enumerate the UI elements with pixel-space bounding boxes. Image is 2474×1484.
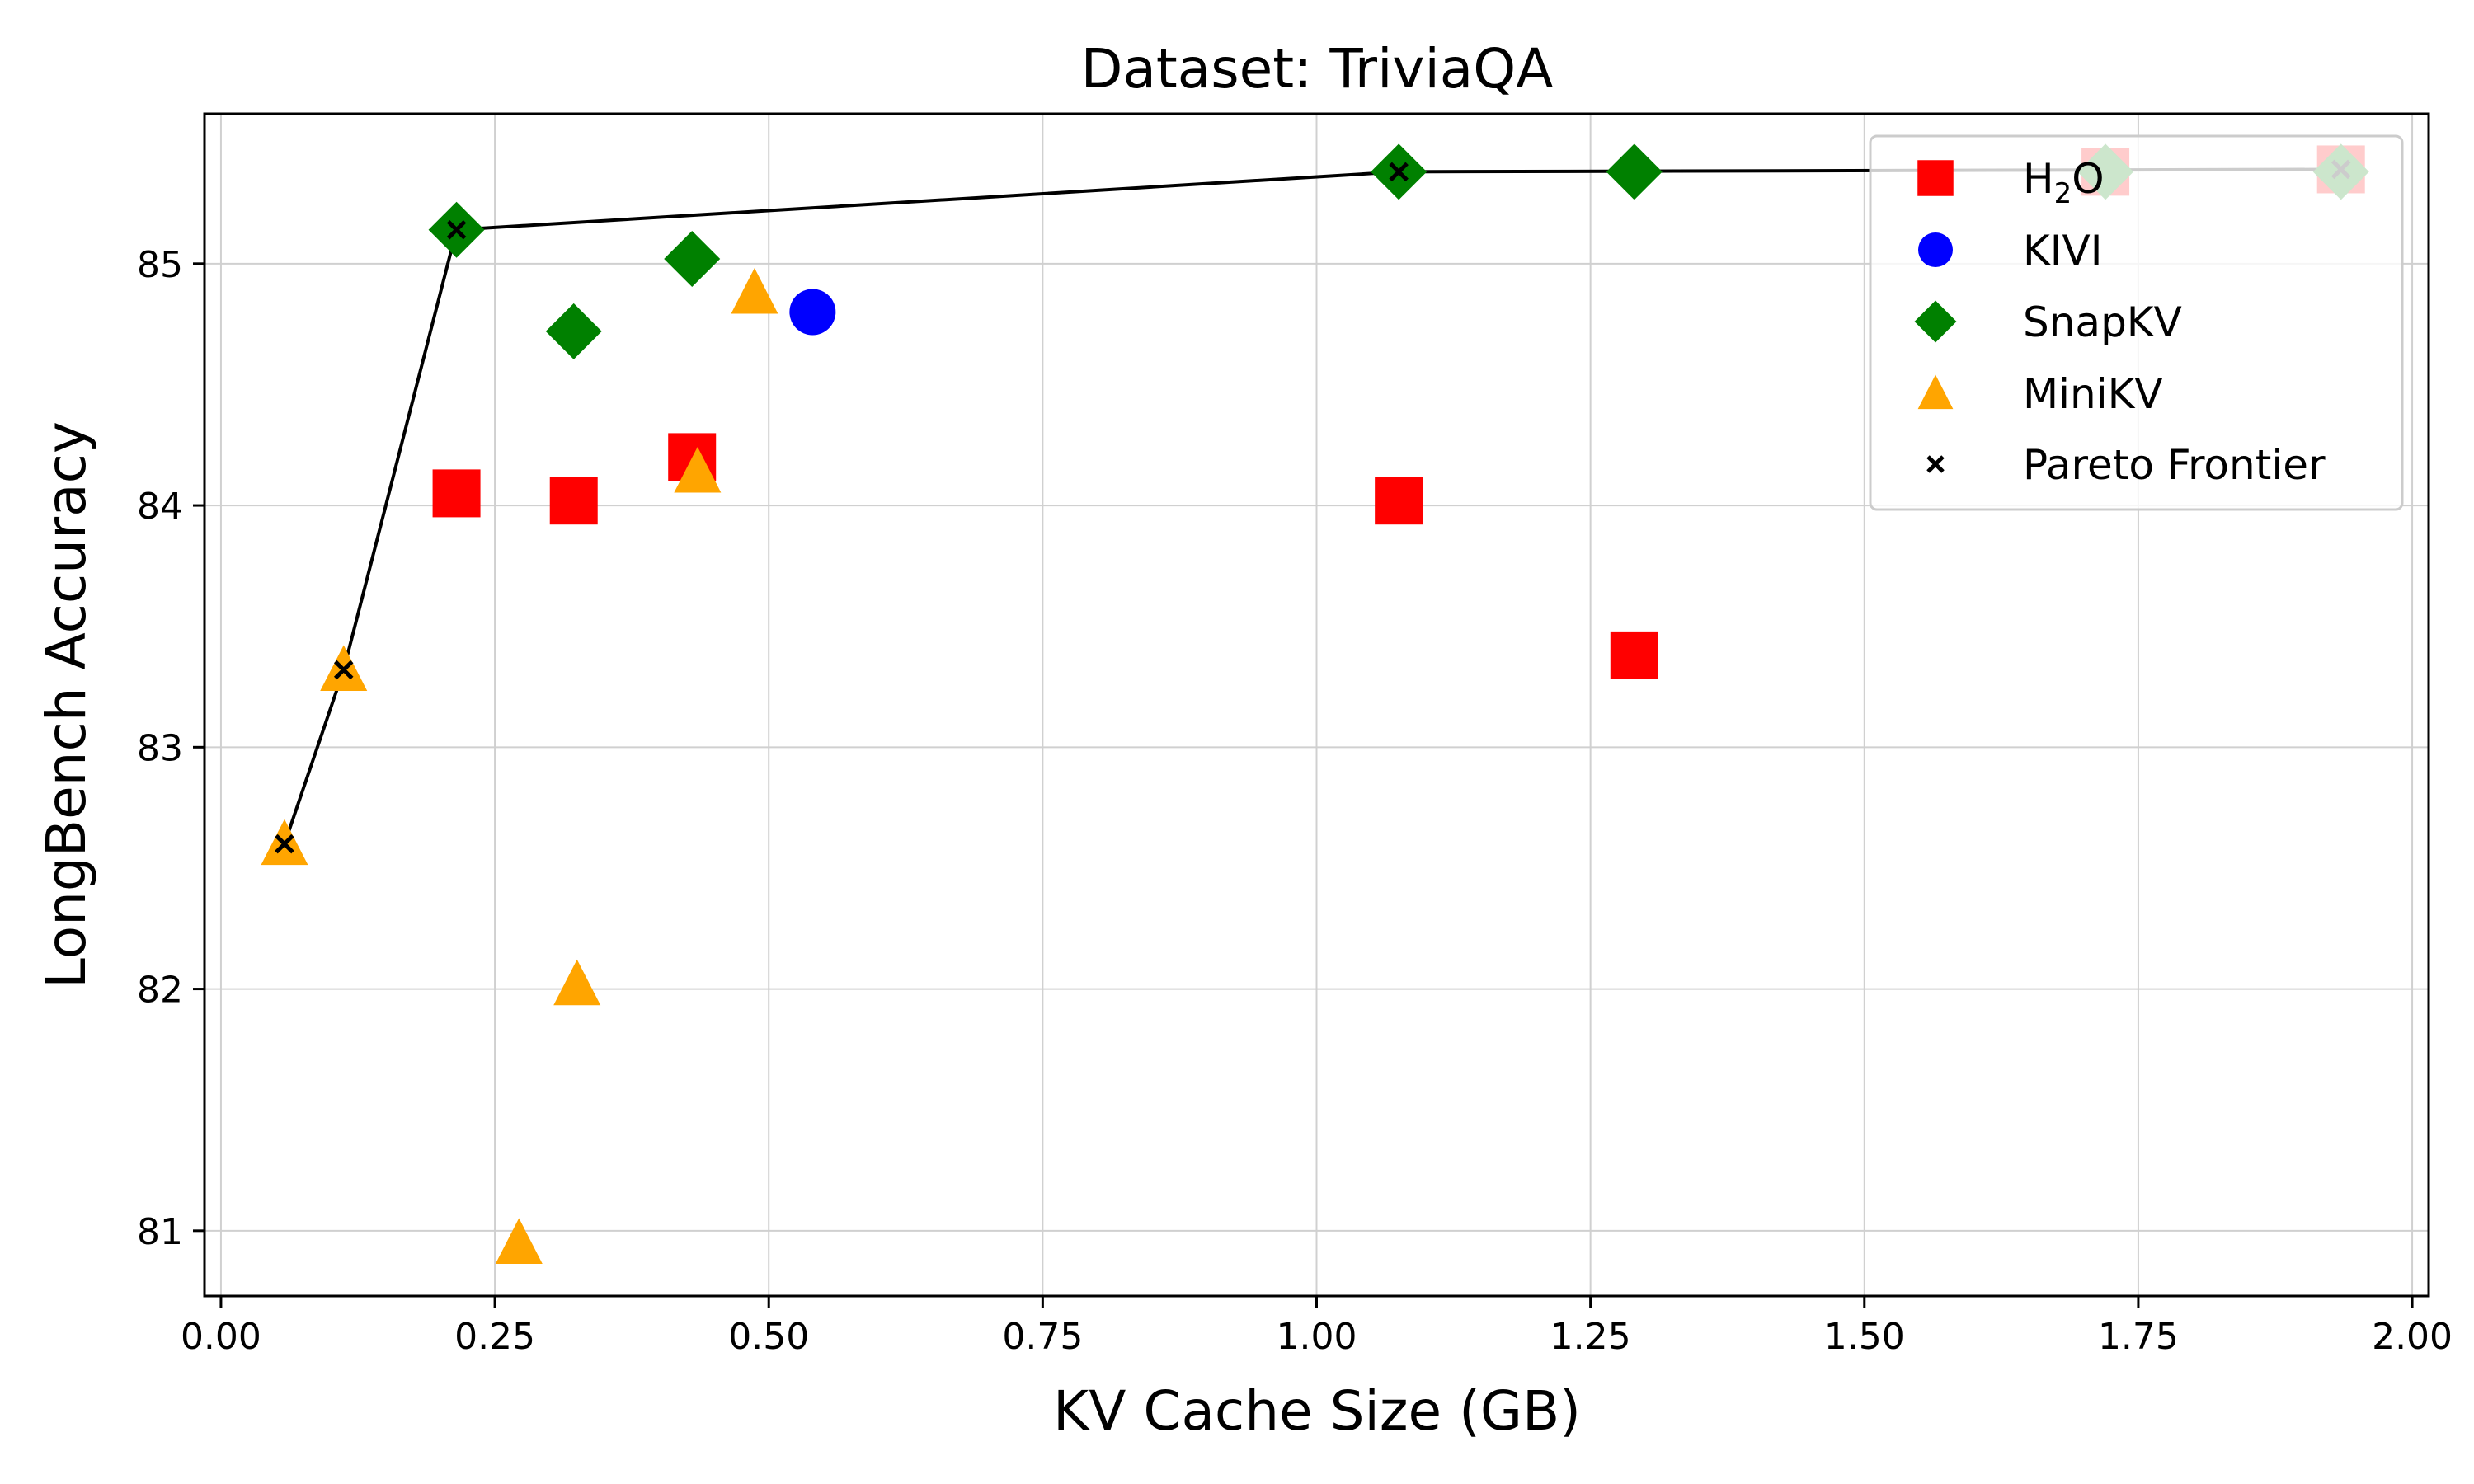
pareto-frontier-point [333,660,354,680]
x-tick-label: 0.25 [454,1316,535,1358]
minikv-point [731,268,778,314]
x-tick-label: 0.50 [728,1316,809,1358]
h2o-point [1375,477,1423,525]
snapkv-point [545,303,602,359]
legend-label: MiniKV [2023,370,2163,418]
h2o-point [549,477,598,525]
snapkv-point [664,230,721,287]
x-tick-label: 1.50 [1824,1316,1905,1358]
x-tick-label: 1.25 [1550,1316,1631,1358]
y-axis-ticks: 81 82 83 84 85 [137,244,205,1253]
snapkv-point [1606,143,1663,200]
h2o-point [432,469,481,518]
y-tick-label: 85 [137,244,183,286]
legend-label: Pareto Frontier [2023,441,2326,489]
legend-label: SnapKV [2023,298,2182,346]
x-tick-label: 0.75 [1002,1316,1083,1358]
legend-marker [1917,374,1954,410]
legend-box [1869,134,2404,511]
legend-marker [1914,300,1957,343]
x-tick-label: 1.75 [2098,1316,2179,1358]
x-tick-label: 2.00 [2372,1316,2453,1358]
legend-marker [1917,160,1954,196]
legend-marker [1918,232,1953,267]
minikv-point [495,1218,543,1264]
y-tick-label: 84 [137,486,183,528]
pareto-frontier-point [446,219,467,240]
x-axis-ticks: 0.00 0.25 0.50 0.75 1.00 1.25 1.50 1.75 2.00 [181,1296,2453,1358]
x-tick-label: 0.00 [181,1316,261,1358]
x-tick-label: 1.00 [1277,1316,1357,1358]
kivi-point [789,289,836,336]
chart-title: Dataset: TriviaQA [1081,37,1554,101]
legend-label: KIVI [2023,227,2102,275]
y-tick-label: 82 [137,970,183,1012]
h2o-point [1610,631,1658,679]
y-axis-label: LongBench Accuracy [35,421,98,989]
minikv-point [674,447,722,493]
y-tick-label: 83 [137,727,183,769]
pareto-frontier-point [275,834,294,854]
x-axis-label: KV Cache Size (GB) [1053,1379,1581,1443]
legend-label: H2O [2023,155,2105,210]
legend: H2O KIVI SnapKV MiniKV Pareto Frontier [1869,134,2404,511]
legend-marker [1926,455,1945,473]
pareto-frontier-point [1389,162,1409,182]
minikv-point [553,959,601,1006]
y-tick-label: 81 [137,1211,183,1253]
